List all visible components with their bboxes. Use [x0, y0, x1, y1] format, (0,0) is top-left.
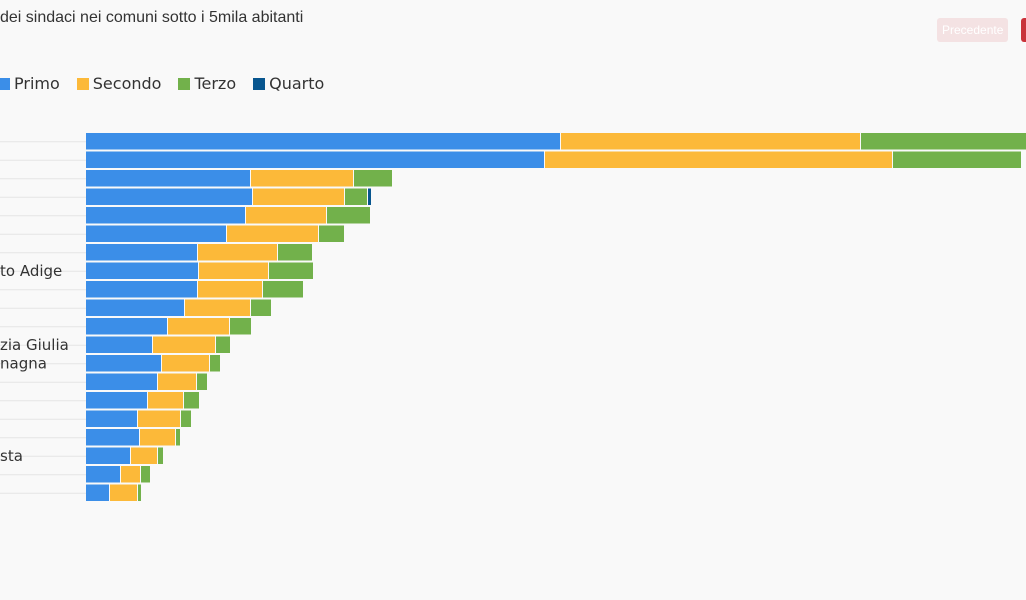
bar-segment-secondo[interactable] [185, 299, 250, 317]
bar-segment-quarto[interactable] [368, 188, 371, 206]
bar-segment-primo[interactable] [86, 151, 544, 169]
bar-segment-primo[interactable] [86, 244, 197, 261]
bar-segment-primo[interactable] [86, 225, 226, 243]
previous-button[interactable]: Precedente [937, 18, 1009, 42]
bar-segment-secondo[interactable] [227, 225, 318, 243]
bar-segment-primo[interactable] [86, 392, 147, 409]
bar-segment-primo[interactable] [86, 466, 120, 483]
bar-segment-terzo[interactable] [184, 392, 199, 409]
category-label: zia Giulia [0, 336, 69, 354]
bar-segment-terzo[interactable] [141, 466, 150, 483]
bar-segment-secondo[interactable] [138, 410, 180, 428]
legend-label: Quarto [269, 74, 325, 93]
bar-segment-secondo[interactable] [158, 373, 196, 391]
bar-segment-terzo[interactable] [138, 484, 141, 502]
bar-segment-terzo[interactable] [269, 262, 313, 280]
bar-segment-terzo[interactable] [176, 429, 180, 446]
bar-segment-primo[interactable] [86, 207, 245, 224]
legend-swatch [0, 77, 10, 90]
bar-segment-secondo[interactable] [131, 447, 157, 465]
bar-segment-primo[interactable] [86, 355, 161, 372]
bar-segment-secondo[interactable] [545, 151, 892, 169]
bar-segment-primo[interactable] [86, 281, 197, 298]
bar-segment-terzo[interactable] [251, 299, 271, 317]
bar-segment-primo[interactable] [86, 170, 250, 187]
bar-segment-secondo[interactable] [162, 355, 209, 372]
bar-segment-primo[interactable] [86, 429, 139, 446]
bar-segment-secondo[interactable] [140, 429, 175, 446]
bar-segment-secondo[interactable] [198, 244, 277, 261]
bar-segment-secondo[interactable] [110, 484, 137, 502]
bar-segment-primo[interactable] [86, 318, 167, 335]
category-label: to Adige [0, 262, 62, 280]
bar-segment-terzo[interactable] [158, 447, 163, 465]
bar-segment-primo[interactable] [86, 133, 560, 150]
bar-segment-terzo[interactable] [893, 151, 1021, 169]
legend-label: Primo [14, 74, 60, 93]
bar-segment-primo[interactable] [86, 373, 157, 391]
legend-item-quarto[interactable]: Quarto [253, 74, 324, 93]
bar-segment-secondo[interactable] [148, 392, 183, 409]
legend-swatch [76, 77, 89, 90]
legend-label: Secondo [92, 74, 162, 93]
bar-segment-secondo[interactable] [246, 207, 326, 224]
bar-segment-secondo[interactable] [561, 133, 860, 150]
bar-segment-terzo[interactable] [230, 318, 251, 335]
legend-label: Terzo [194, 74, 237, 93]
bar-segment-primo[interactable] [86, 336, 152, 354]
chart-title: dei sindaci nei comuni sotto i 5mila abi… [0, 9, 304, 26]
bar-segment-secondo[interactable] [199, 262, 268, 280]
bar-segment-secondo[interactable] [121, 466, 140, 483]
category-label: sta [0, 447, 23, 465]
bar-segment-secondo[interactable] [253, 188, 344, 206]
bar-segment-terzo[interactable] [197, 373, 207, 391]
bar-segment-secondo[interactable] [198, 281, 262, 298]
bar-segment-terzo[interactable] [263, 281, 303, 298]
bar-segment-terzo[interactable] [354, 170, 392, 187]
bar-segment-terzo[interactable] [345, 188, 367, 206]
bar-segment-primo[interactable] [86, 484, 109, 502]
legend: Primo Secondo Terzo Quarto [0, 74, 341, 93]
bar-segment-terzo[interactable] [327, 207, 370, 224]
bar-segment-primo[interactable] [86, 188, 252, 206]
bar-segment-primo[interactable] [86, 299, 184, 317]
bar-segment-secondo[interactable] [168, 318, 229, 335]
bar-segment-secondo[interactable] [251, 170, 353, 187]
category-label: nagna [0, 354, 47, 372]
bar-segment-terzo[interactable] [216, 336, 230, 354]
next-button[interactable] [1021, 18, 1026, 42]
bar-segment-terzo[interactable] [319, 225, 344, 243]
legend-swatch [178, 77, 191, 90]
bar-segment-terzo[interactable] [278, 244, 312, 261]
legend-item-primo[interactable]: Primo [0, 74, 60, 93]
legend-item-terzo[interactable]: Terzo [178, 74, 236, 93]
bar-segment-primo[interactable] [86, 410, 137, 428]
bar-segment-terzo[interactable] [210, 355, 220, 372]
bar-segment-terzo[interactable] [181, 410, 191, 428]
bar-segment-primo[interactable] [86, 447, 130, 465]
legend-item-secondo[interactable]: Secondo [76, 74, 162, 93]
bar-segment-terzo[interactable] [861, 133, 1026, 150]
legend-swatch [253, 77, 266, 90]
bar-segment-primo[interactable] [86, 262, 198, 280]
bar-segment-secondo[interactable] [153, 336, 215, 354]
